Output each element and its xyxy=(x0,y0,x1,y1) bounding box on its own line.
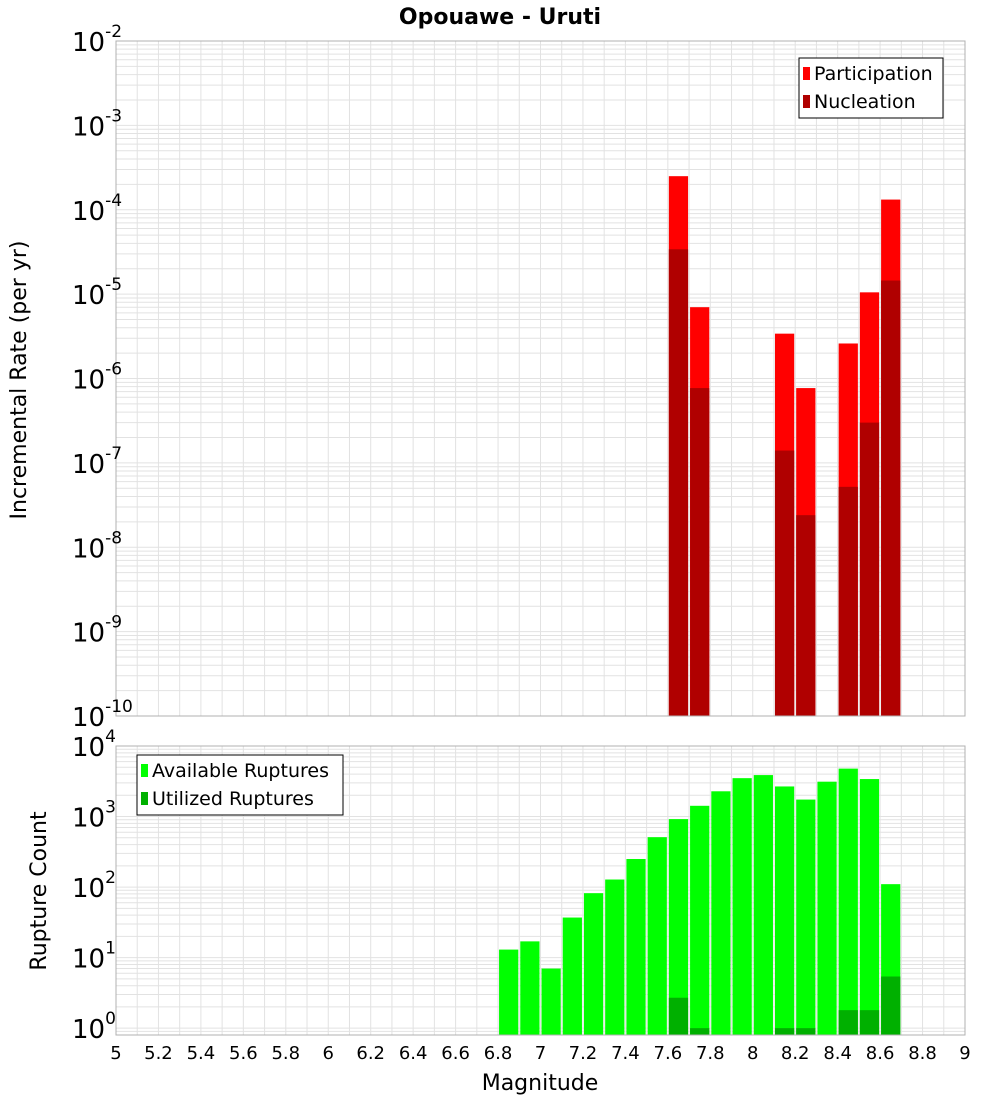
bar xyxy=(562,917,582,1035)
bar xyxy=(881,280,901,716)
y-tick-label: 100 xyxy=(72,1009,116,1045)
x-tick-label: 7 xyxy=(535,1043,546,1064)
legend-box xyxy=(798,57,944,119)
bar xyxy=(668,997,689,1035)
bar xyxy=(774,1028,795,1035)
bar xyxy=(774,786,795,1035)
bar xyxy=(732,778,752,1035)
y-tick-label: 101 xyxy=(72,939,116,975)
bar xyxy=(647,837,667,1035)
legend-swatch xyxy=(141,792,148,805)
y-tick-label: 102 xyxy=(72,868,116,904)
y-tick-label: 10-6 xyxy=(72,360,122,396)
legend-label: Participation xyxy=(814,63,933,85)
legend-swatch xyxy=(141,764,148,777)
bar xyxy=(605,879,625,1035)
bar xyxy=(796,1028,816,1035)
x-tick-label: 6.2 xyxy=(356,1043,385,1064)
gridlines xyxy=(115,40,966,717)
bar xyxy=(881,976,901,1035)
bar xyxy=(796,799,816,1035)
bar xyxy=(668,819,689,1035)
bar xyxy=(690,388,710,716)
bar xyxy=(583,893,604,1035)
chart-title: Opouawe - Uruti xyxy=(399,5,601,30)
bar xyxy=(626,859,646,1035)
plot-frame xyxy=(115,40,966,717)
bar xyxy=(711,791,731,1035)
x-tick-label: 7.2 xyxy=(569,1043,598,1064)
rate-panel: 10-10 10-9 10-8 10-7 10-6 10-5 10-4 10-3 10-2 Par… xyxy=(72,22,966,733)
x-tick-label: 8 xyxy=(747,1043,758,1064)
x-axis-label: Magnitude xyxy=(482,1071,599,1096)
y-tick-label: 10-10 xyxy=(72,697,133,733)
x-tick-label: 5.8 xyxy=(271,1043,300,1064)
rupture-count-panel: 100 101 102 103 104 Available Ruptures Utilize… xyxy=(72,727,966,1045)
x-tick-label: 6 xyxy=(323,1043,334,1064)
bar xyxy=(859,422,880,716)
bar xyxy=(668,249,689,716)
x-tick-label: 8.2 xyxy=(781,1043,810,1064)
y-tick-label: 103 xyxy=(72,798,116,834)
bar xyxy=(838,1010,858,1035)
legend-label: Nucleation xyxy=(814,91,916,113)
legend-swatch xyxy=(803,95,810,108)
legend-label: Available Ruptures xyxy=(152,760,329,782)
y-tick-label: 10-5 xyxy=(72,275,122,311)
legend-swatch xyxy=(803,67,810,80)
bar xyxy=(690,805,710,1035)
x-tick-label: 5.6 xyxy=(229,1043,258,1064)
x-tick-label: 7.8 xyxy=(696,1043,725,1064)
y-tick-label: 10-2 xyxy=(72,22,122,58)
legend: Participation Nucleation xyxy=(798,57,944,119)
rate-y-axis-label: Incremental Rate (per yr) xyxy=(7,241,32,520)
bar xyxy=(690,1028,710,1035)
bar xyxy=(520,941,540,1035)
bar xyxy=(817,781,837,1035)
x-tick-label: 6.8 xyxy=(484,1043,513,1064)
y-tick-label: 10-3 xyxy=(72,106,122,142)
bar xyxy=(541,968,561,1035)
y-tick-label: 10-7 xyxy=(72,444,122,480)
bar xyxy=(753,775,773,1035)
y-tick-label: 10-9 xyxy=(72,613,122,649)
x-tick-label: 9 xyxy=(959,1043,970,1064)
bar xyxy=(499,949,519,1035)
y-tick-label: 104 xyxy=(72,727,116,763)
series-nucleation xyxy=(668,249,901,716)
x-tick-label: 8.4 xyxy=(823,1043,852,1064)
count-y-axis-label: Rupture Count xyxy=(27,811,52,971)
x-tick-label: 7.6 xyxy=(654,1043,683,1064)
bar xyxy=(838,768,858,1035)
x-tick-label: 8.6 xyxy=(866,1043,895,1064)
y-tick-label: 10-4 xyxy=(72,191,122,227)
plot-frame xyxy=(115,745,966,1036)
x-tick-label: 6.6 xyxy=(441,1043,470,1064)
x-tick-label: 8.8 xyxy=(908,1043,937,1064)
x-tick-label: 5 xyxy=(110,1043,121,1064)
legend-box xyxy=(136,754,344,816)
x-tick-label: 7.4 xyxy=(611,1043,640,1064)
x-tick-label: 6.4 xyxy=(399,1043,428,1064)
y-tick-label: 10-8 xyxy=(72,528,122,564)
bar xyxy=(859,779,880,1035)
series-available-ruptures xyxy=(499,768,901,1035)
bar xyxy=(838,486,858,716)
bar xyxy=(774,450,795,716)
bar xyxy=(859,1010,880,1035)
legend-label: Utilized Ruptures xyxy=(152,788,314,810)
x-axis-ticks: 5 5.2 5.4 5.6 5.8 6 6.2 6.4 6.6 6.8 7 7.2 7.4 7.6 7.8 8… xyxy=(110,1043,970,1064)
x-tick-label: 5.4 xyxy=(187,1043,216,1064)
x-tick-label: 5.2 xyxy=(144,1043,173,1064)
series-utilized-ruptures xyxy=(668,976,901,1035)
bar xyxy=(796,515,816,716)
legend: Available Ruptures Utilized Ruptures xyxy=(136,754,344,816)
